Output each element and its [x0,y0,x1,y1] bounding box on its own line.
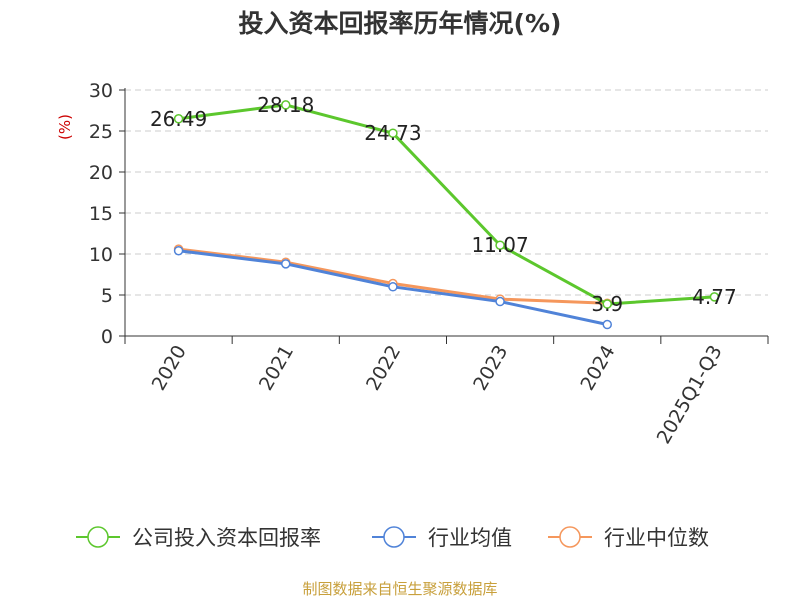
chart-title: 投入资本回报率历年情况(%) [238,9,562,38]
y-axis: 0 5 10 15 20 25 30 [89,80,126,348]
x-tick-label: 2025Q1-Q3 [653,342,727,448]
data-point [388,282,398,292]
x-tick-label: 2024 [576,342,619,395]
x-axis: 2020 2021 2022 2023 2024 2025Q1-Q3 [124,335,769,448]
series-line [178,103,715,306]
y-tick-label: 10 [89,244,113,266]
data-point [602,299,612,309]
data-label: 26.49 [150,107,207,131]
y-tick-label: 20 [89,162,113,184]
x-tick-label: 2022 [362,342,405,395]
y-tick-label: 0 [101,326,113,348]
y-tick-label: 5 [101,285,113,307]
x-tick-label: 2023 [469,342,512,395]
y-tick-label: 25 [89,121,113,143]
data-point [173,114,184,124]
data-point [281,259,291,269]
data-label: 28.18 [257,93,314,117]
data-point [602,319,612,330]
data-point [173,245,184,256]
legend-label: 行业均值 [428,526,512,550]
data-point [388,128,398,138]
data-point [495,296,505,307]
grid-lines [125,89,768,296]
legend-label: 行业中位数 [604,526,709,550]
data-point [495,240,505,250]
legend-marker [383,526,405,548]
legend-marker [87,526,109,548]
y-axis-label: (%) [56,114,74,140]
x-tick-label: 2021 [255,342,298,395]
y-tick-label: 15 [89,203,113,225]
y-tick-label: 30 [89,80,113,102]
data-label: 11.07 [471,233,528,257]
data-label: 24.73 [364,121,421,145]
legend: 公司投入资本回报率 行业均值 行业中位数 [76,526,709,550]
data-label: 4.77 [692,285,737,309]
data-point [709,292,720,302]
data-point [281,100,291,110]
legend-label: 公司投入资本回报率 [132,526,321,550]
source-note: 制图数据来自恒生聚源数据库 [302,580,498,598]
legend-marker [559,526,581,548]
x-tick-label: 2020 [148,342,191,395]
series-layer [173,100,720,330]
data-label: 3.9 [591,292,623,316]
data-labels: 26.49 28.18 24.73 11.07 3.9 4.77 [150,93,737,316]
